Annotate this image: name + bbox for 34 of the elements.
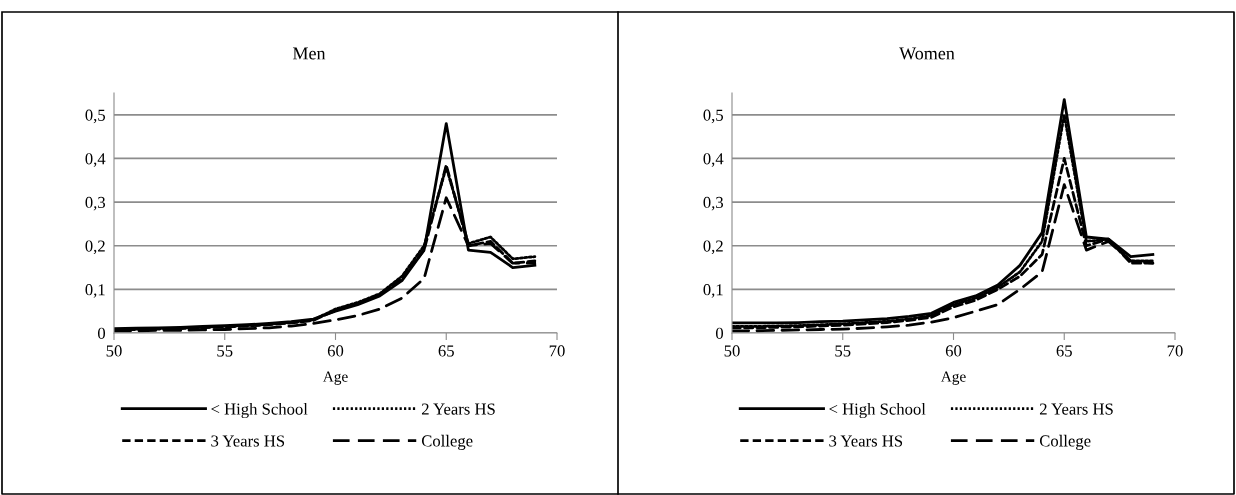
x-tick-label: 65 — [438, 345, 454, 357]
chart-title: Women — [899, 47, 955, 60]
y-tick-label: 0,2 — [85, 240, 105, 255]
legend-label: 2 Years HS — [421, 403, 495, 415]
x-axis-title: Age — [322, 371, 348, 385]
y-tick-label: 0 — [715, 327, 724, 339]
y-tick-label: 0,5 — [703, 109, 724, 124]
y-tick-label: 0,1 — [703, 284, 723, 298]
y-tick-label: 0,4 — [85, 153, 106, 167]
legend-label: 3 Years HS — [829, 435, 903, 447]
y-tick-label: 0,3 — [85, 196, 106, 211]
legend-label: College — [1039, 434, 1091, 450]
x-axis-title: Age — [940, 371, 966, 385]
x-tick-label: 70 — [549, 345, 565, 357]
legend-label: 3 Years HS — [211, 435, 285, 447]
legend-label: College — [421, 434, 473, 450]
x-tick-label: 55 — [835, 345, 851, 357]
legend-label: 2 Years HS — [1039, 403, 1113, 415]
chart-title: Men — [292, 47, 326, 60]
y-tick-label: 0,2 — [703, 240, 723, 255]
x-tick-label: 70 — [1167, 345, 1183, 357]
x-tick-label: 60 — [327, 345, 344, 357]
y-tick-label: 0,4 — [703, 153, 724, 167]
legend-label: < High School — [211, 402, 308, 419]
legend-label: < High School — [829, 402, 926, 419]
x-tick-label: 60 — [945, 345, 962, 357]
x-tick-label: 65 — [1056, 345, 1072, 357]
x-tick-label: 50 — [724, 345, 740, 357]
y-tick-label: 0,3 — [703, 196, 724, 211]
y-tick-label: 0,5 — [85, 109, 106, 124]
x-tick-label: 50 — [106, 345, 122, 357]
y-tick-label: 0,1 — [85, 284, 105, 298]
x-tick-label: 55 — [217, 345, 233, 357]
y-tick-label: 0 — [97, 327, 106, 339]
